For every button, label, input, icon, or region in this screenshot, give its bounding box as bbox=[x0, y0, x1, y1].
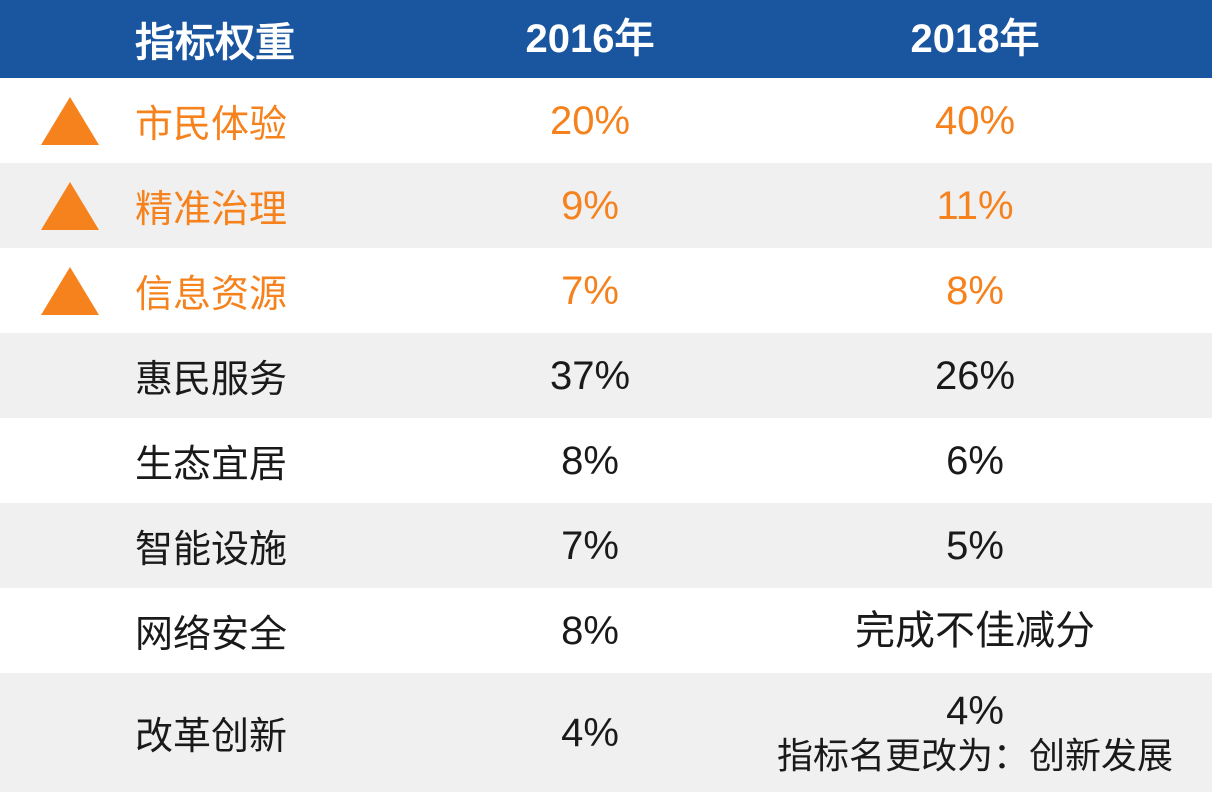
value-2018-percent: 4% bbox=[946, 688, 1004, 733]
value-2018-note: 指标名更改为：创新发展 bbox=[776, 734, 1173, 776]
table-row: 智能设施 7% 5% bbox=[0, 503, 1212, 588]
indicator-label: 市民体验 bbox=[135, 104, 288, 146]
value-2016: 37% bbox=[549, 353, 631, 398]
header-cell-2016: 2016年 bbox=[525, 17, 655, 61]
value-2016: 9% bbox=[561, 183, 619, 228]
indicator-label: 智能设施 bbox=[135, 529, 288, 571]
up-triangle-icon bbox=[40, 266, 100, 315]
table-row: 网络安全 8% 完成不佳减分 bbox=[0, 588, 1212, 673]
value-2018: 8% bbox=[946, 268, 1004, 313]
value-2016: 8% bbox=[561, 438, 619, 483]
table-row: 精准治理 9% 11% bbox=[0, 163, 1212, 248]
header-cell-2018: 2018年 bbox=[910, 17, 1040, 61]
indicator-cell: 精准治理 bbox=[0, 178, 412, 233]
indicator-label: 生态宜居 bbox=[135, 444, 288, 486]
table-header-row: 指标权重 2016年 2018年 bbox=[0, 0, 1212, 78]
table-row: 惠民服务 37% 26% bbox=[0, 333, 1212, 418]
value-2018: 完成不佳减分 bbox=[855, 608, 1095, 653]
indicator-cell: 惠民服务 bbox=[0, 348, 412, 403]
value-2016: 7% bbox=[561, 523, 619, 568]
indicator-cell: 生态宜居 bbox=[0, 433, 412, 488]
table-row: 改革创新 4% 4% 指标名更改为：创新发展 bbox=[0, 673, 1212, 792]
indicator-label: 信息资源 bbox=[135, 274, 288, 316]
header-indicator-label: 指标权重 bbox=[135, 21, 295, 65]
up-triangle-icon bbox=[40, 96, 100, 145]
indicator-cell: 信息资源 bbox=[0, 263, 412, 318]
value-2016: 8% bbox=[561, 608, 619, 653]
table-row: 生态宜居 8% 6% bbox=[0, 418, 1212, 503]
value-2018: 4% 指标名更改为：创新发展 bbox=[768, 688, 1182, 778]
indicator-label: 精准治理 bbox=[135, 189, 288, 231]
indicator-label: 惠民服务 bbox=[135, 359, 288, 401]
indicator-label: 网络安全 bbox=[135, 614, 288, 656]
up-triangle-icon bbox=[40, 181, 100, 230]
value-2018: 40% bbox=[934, 98, 1016, 143]
indicator-cell: 改革创新 bbox=[0, 705, 412, 760]
table-row: 市民体验 20% 40% bbox=[0, 78, 1212, 163]
value-2018: 6% bbox=[946, 438, 1004, 483]
value-2016: 7% bbox=[561, 268, 619, 313]
table-row: 信息资源 7% 8% bbox=[0, 248, 1212, 333]
indicator-cell: 网络安全 bbox=[0, 603, 412, 658]
header-cell-indicator: 指标权重 bbox=[0, 10, 412, 68]
value-2018: 5% bbox=[946, 523, 1004, 568]
indicator-cell: 市民体验 bbox=[0, 93, 412, 148]
indicator-label: 改革创新 bbox=[135, 716, 288, 758]
value-2018: 11% bbox=[936, 183, 1014, 228]
value-2016: 20% bbox=[549, 98, 631, 143]
value-2018: 26% bbox=[934, 353, 1016, 398]
indicator-cell: 智能设施 bbox=[0, 518, 412, 573]
value-2016: 4% bbox=[561, 710, 619, 755]
